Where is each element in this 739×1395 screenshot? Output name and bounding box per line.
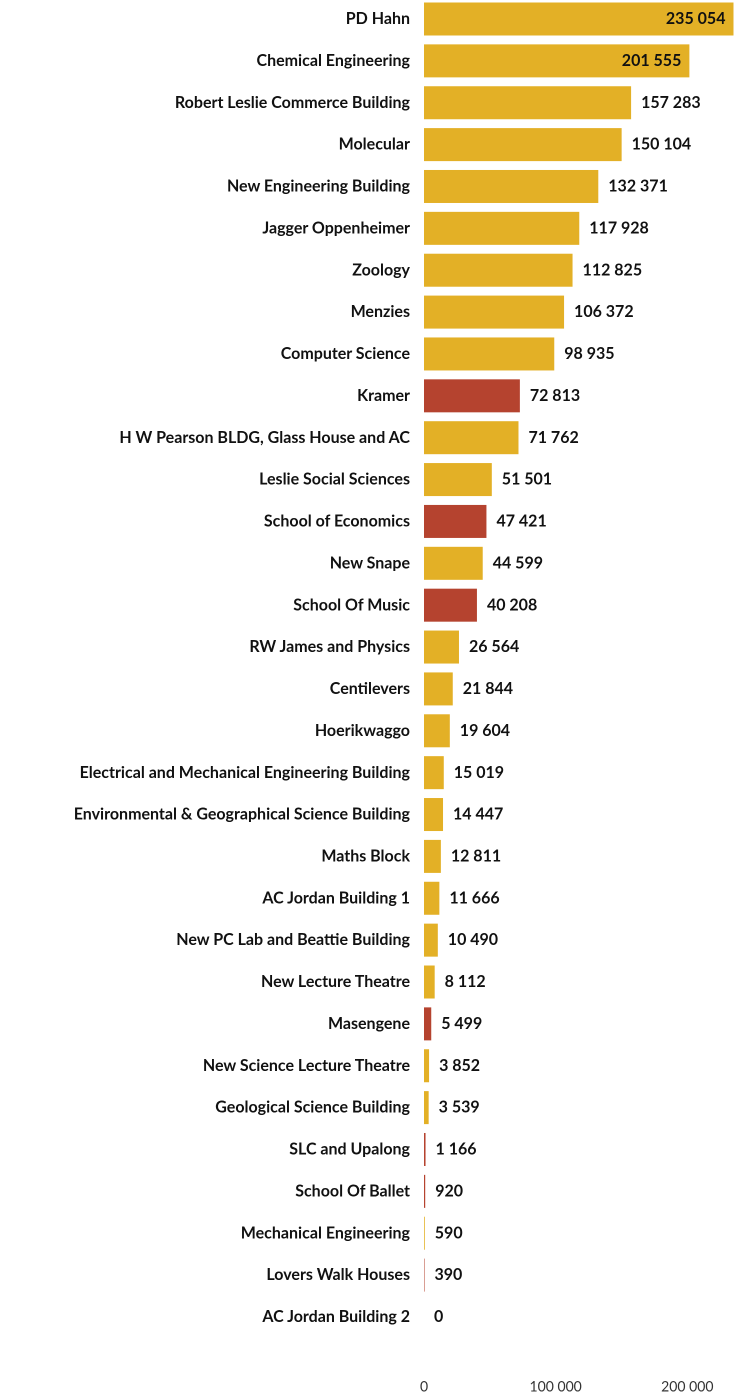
category-label: Chemical Engineering <box>257 51 411 70</box>
x-tick-label: 200 000 <box>661 1378 713 1395</box>
value-label: 590 <box>435 1223 463 1242</box>
value-label: 117 928 <box>589 218 649 237</box>
value-label: 72 813 <box>530 386 580 405</box>
value-label: 0 <box>434 1307 443 1326</box>
bar <box>424 504 487 538</box>
category-label: Robert Leslie Commerce Building <box>175 93 411 112</box>
category-label: New Science Lecture Theatre <box>203 1056 411 1075</box>
category-label: Hoerikwaggo <box>315 721 410 740</box>
bar <box>424 630 459 664</box>
value-label: 3 852 <box>439 1056 480 1075</box>
value-label: 19 604 <box>460 721 510 740</box>
category-label: H W Pearson BLDG, Glass House and AC <box>119 428 410 447</box>
category-label: Geological Science Building <box>215 1098 410 1117</box>
category-label: Molecular <box>339 135 410 154</box>
bar <box>424 588 477 622</box>
category-label: Jagger Oppenheimer <box>262 218 410 237</box>
category-label: Computer Science <box>281 344 411 363</box>
bar <box>424 128 622 162</box>
value-label: 150 104 <box>632 135 692 154</box>
value-label: 40 208 <box>487 595 537 614</box>
bar <box>424 379 520 413</box>
value-label: 98 935 <box>564 344 614 363</box>
value-label: 201 555 <box>622 51 682 70</box>
category-label: Kramer <box>357 386 410 405</box>
bar <box>424 798 444 832</box>
value-label: 21 844 <box>463 679 513 698</box>
bar <box>424 1007 432 1041</box>
category-label: Mechanical Engineering <box>241 1223 411 1242</box>
category-label: Centilevers <box>330 679 410 698</box>
category-label: Maths Block <box>321 847 410 866</box>
bar <box>424 211 580 245</box>
category-label: Environmental & Geographical Science Bui… <box>74 805 411 824</box>
category-label: New Snape <box>330 553 411 572</box>
value-label: 26 564 <box>469 637 519 656</box>
value-label: 14 447 <box>453 805 503 824</box>
bar <box>424 839 441 873</box>
category-label: Electrical and Mechanical Engineering Bu… <box>80 763 411 782</box>
bar <box>424 965 435 999</box>
bar <box>424 756 444 790</box>
bar <box>424 1091 429 1125</box>
category-label: School of Economics <box>264 512 410 531</box>
value-label: 8 112 <box>445 972 486 991</box>
bar <box>424 463 492 497</box>
category-label: Zoology <box>352 260 410 279</box>
bar <box>424 253 573 287</box>
category-label: AC Jordan Building 1 <box>261 888 410 907</box>
bar <box>424 2 734 36</box>
value-label: 3 539 <box>439 1098 480 1117</box>
bar <box>424 923 438 957</box>
bar <box>424 714 450 748</box>
value-label: 47 421 <box>496 512 546 531</box>
category-label: RW James and Physics <box>249 637 410 656</box>
category-label: PD Hahn <box>346 9 410 28</box>
bar <box>424 86 632 120</box>
value-label: 44 599 <box>493 553 543 572</box>
value-label: 11 666 <box>449 888 499 907</box>
value-label: 390 <box>435 1265 463 1284</box>
bar <box>424 1174 426 1208</box>
value-label: 920 <box>435 1181 463 1200</box>
category-label: Masengene <box>328 1014 411 1033</box>
category-label: Lovers Walk Houses <box>266 1265 410 1284</box>
bar <box>424 421 519 455</box>
bar <box>424 1132 426 1166</box>
category-label: AC Jordan Building 2 <box>261 1307 410 1326</box>
bar <box>424 44 690 78</box>
x-tick-label: 100 000 <box>530 1378 582 1395</box>
bar <box>424 1258 425 1292</box>
value-label: 10 490 <box>448 930 498 949</box>
bar <box>424 169 599 203</box>
category-label: School Of Ballet <box>295 1181 410 1200</box>
category-label: School Of Music <box>293 595 410 614</box>
bar <box>424 672 453 706</box>
category-label: Leslie Social Sciences <box>259 470 410 489</box>
bar <box>424 1049 430 1083</box>
value-label: 15 019 <box>454 763 504 782</box>
x-tick-label: 0 <box>420 1378 428 1395</box>
value-label: 157 283 <box>641 93 701 112</box>
category-label: New Engineering Building <box>227 177 411 196</box>
value-label: 71 762 <box>528 428 578 447</box>
bar <box>424 337 555 371</box>
value-label: 12 811 <box>451 847 501 866</box>
category-label: Menzies <box>351 302 410 321</box>
value-label: 106 372 <box>574 302 634 321</box>
category-label: New PC Lab and Beattie Building <box>176 930 410 949</box>
bar <box>424 546 483 580</box>
bar <box>424 1216 425 1250</box>
bar <box>424 295 565 329</box>
bar <box>424 881 440 915</box>
value-label: 5 499 <box>441 1014 482 1033</box>
category-label: SLC and Upalong <box>289 1140 410 1159</box>
value-label: 51 501 <box>502 470 552 489</box>
value-label: 132 371 <box>608 177 668 196</box>
value-label: 1 166 <box>436 1140 477 1159</box>
category-label: New Lecture Theatre <box>261 972 410 991</box>
value-label: 112 825 <box>583 260 643 279</box>
value-label: 235 054 <box>666 9 726 28</box>
